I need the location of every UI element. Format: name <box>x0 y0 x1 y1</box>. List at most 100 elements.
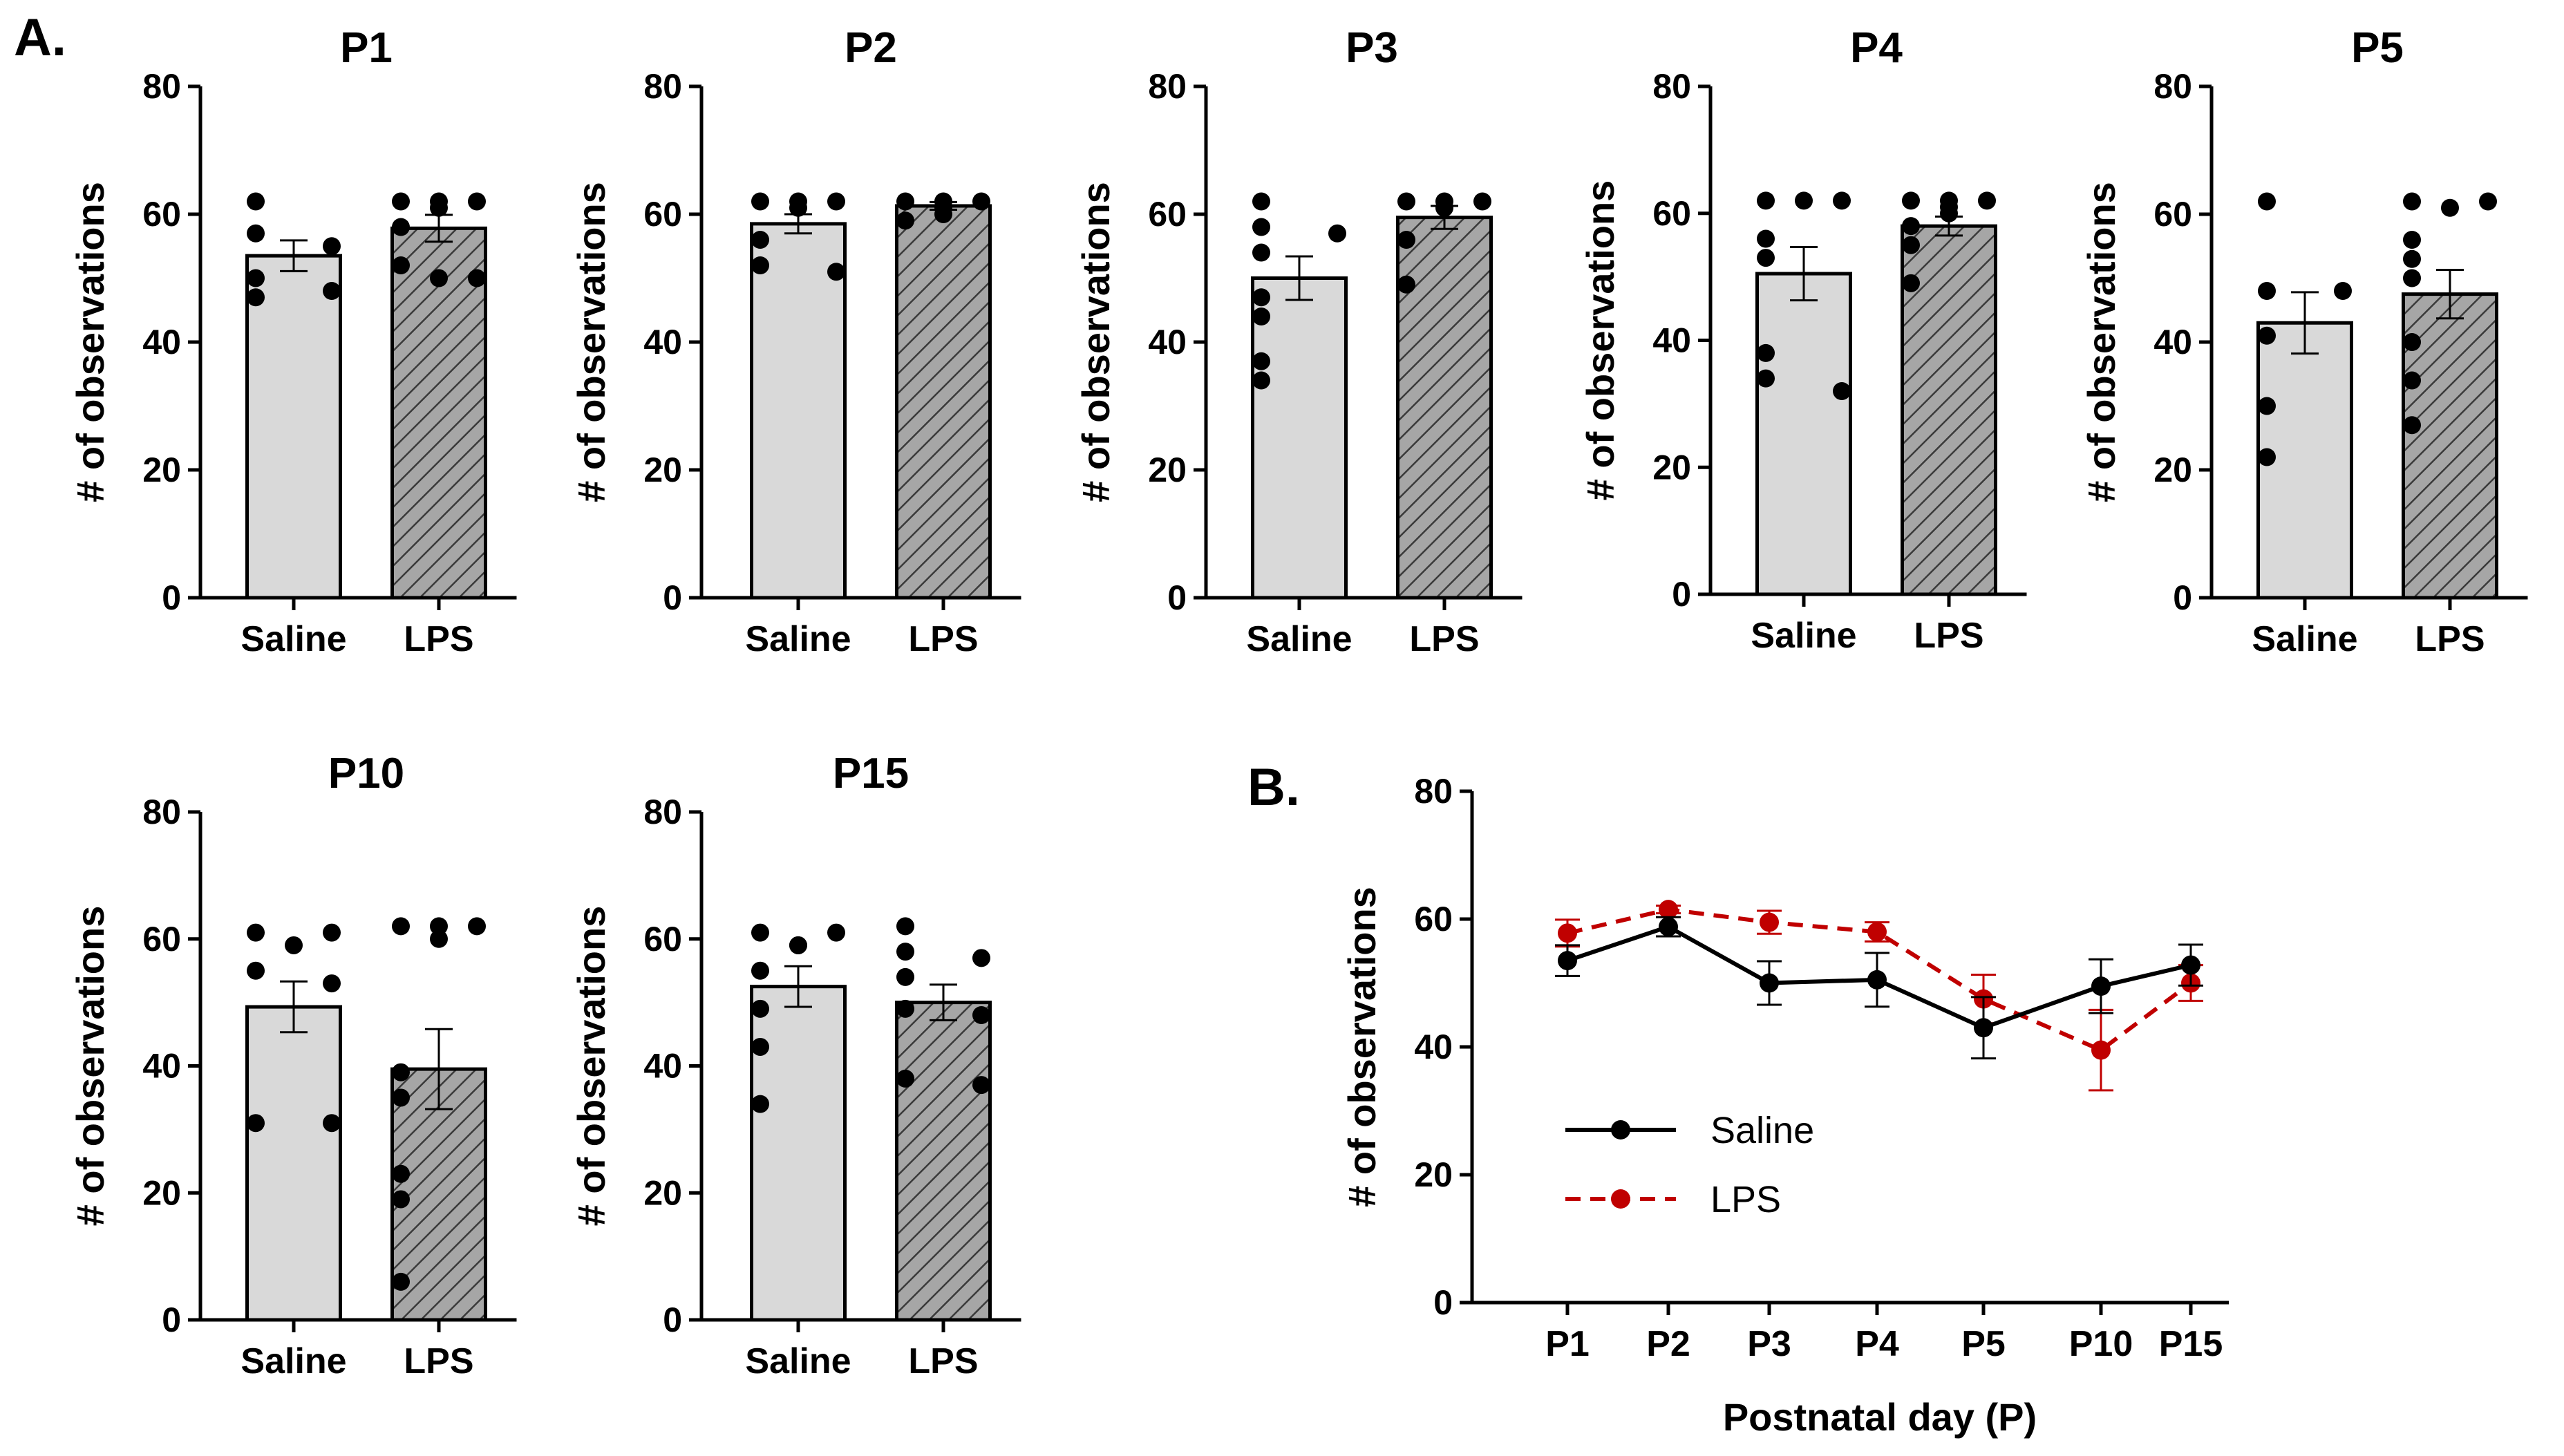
y-tick-label: 40 <box>643 323 682 361</box>
data-point <box>896 192 914 211</box>
data-point <box>1757 191 1775 210</box>
data-point <box>323 282 341 300</box>
legend: Saline LPS <box>1565 1110 1814 1220</box>
y-tick-label: 0 <box>162 1301 181 1339</box>
x-category-label: Saline <box>1751 616 1856 656</box>
y-tick-label: 60 <box>643 195 682 234</box>
x-category-label: LPS <box>908 619 978 659</box>
data-point <box>1252 308 1270 325</box>
data-point <box>247 288 265 307</box>
data-point <box>1974 1018 1993 1038</box>
data-point <box>1473 192 1491 211</box>
x-category-label: LPS <box>2415 619 2485 659</box>
data-point <box>827 263 845 281</box>
bar-saline <box>245 254 342 600</box>
bar-chart-p3: P3 0 20 40 60 80 # of observations Saline LPS <box>1074 24 1523 659</box>
data-point <box>2334 282 2352 300</box>
x-category-label: Saline <box>2252 619 2357 659</box>
data-point <box>972 1076 990 1095</box>
data-point <box>247 269 265 287</box>
y-axis-label: # of observations <box>1340 887 1384 1207</box>
data-point <box>392 917 410 936</box>
data-point <box>1902 217 1920 236</box>
data-point <box>392 1164 410 1183</box>
line-chart: 0 20 40 60 80 # of observations P1 P2 P3 P4 P5 P10 P… <box>1340 772 2229 1439</box>
y-tick-label: 20 <box>2153 451 2192 489</box>
data-point <box>2403 192 2421 211</box>
data-point <box>430 917 448 936</box>
y-tick-label: 40 <box>142 323 181 361</box>
bar-chart-p15: P15 0 20 40 60 80 # of observations Saline LPS <box>569 750 1021 1381</box>
y-tick-label: 0 <box>1433 1283 1453 1322</box>
data-point <box>1757 229 1775 248</box>
data-point <box>2403 333 2421 351</box>
data-point <box>896 211 914 230</box>
chart-title: P4 <box>1850 24 1903 72</box>
y-tick-label: 40 <box>1148 323 1187 361</box>
bar-lps <box>895 204 992 600</box>
data-point <box>2441 198 2459 217</box>
y-axis-label: # of observations <box>569 182 613 502</box>
data-point <box>392 256 410 274</box>
data-point <box>2091 976 2111 996</box>
y-tick-label: 40 <box>2153 323 2192 361</box>
y-tick-label: 60 <box>2153 195 2192 234</box>
y-tick-label: 0 <box>663 1301 682 1339</box>
bar-chart-p2: P2 0 20 40 60 80 # of observations Saline LPS <box>569 24 1021 659</box>
data-point <box>323 1114 341 1133</box>
data-point <box>827 192 845 211</box>
y-tick-label: 0 <box>162 578 181 617</box>
bar-lps <box>895 1001 992 1322</box>
y-tick-label: 40 <box>643 1047 682 1086</box>
data-point <box>1940 204 1958 223</box>
x-category-label: Saline <box>241 1341 346 1381</box>
x-category-label: P1 <box>1545 1324 1590 1364</box>
data-point <box>1833 191 1851 210</box>
data-point <box>468 917 486 936</box>
data-point <box>1558 951 1577 971</box>
y-tick-label: 0 <box>663 578 682 617</box>
data-point <box>430 269 448 287</box>
data-point <box>972 1006 990 1024</box>
data-point <box>1978 191 1996 210</box>
x-category-label: P10 <box>2069 1324 2133 1364</box>
y-tick-label: 0 <box>1672 575 1691 614</box>
data-point <box>789 936 807 954</box>
data-point <box>2091 1040 2111 1060</box>
data-point <box>1902 191 1920 210</box>
data-point <box>1252 218 1270 236</box>
y-tick-label: 20 <box>1652 448 1691 486</box>
data-point <box>468 269 486 287</box>
x-category-label: Saline <box>745 619 851 659</box>
y-tick-label: 80 <box>142 67 181 106</box>
data-point <box>323 237 341 256</box>
data-point <box>323 974 341 993</box>
data-point <box>896 967 914 986</box>
y-tick-label: 80 <box>142 793 181 831</box>
data-point <box>323 923 341 942</box>
bar-chart-p10: P10 0 20 40 60 80 # of observations Saline LPS <box>68 750 517 1381</box>
y-axis-label: # of observations <box>2080 182 2123 502</box>
bar-saline <box>750 222 847 600</box>
data-point <box>247 923 265 942</box>
data-point <box>1397 231 1415 249</box>
data-point <box>392 192 410 211</box>
chart-title: P3 <box>1346 24 1398 72</box>
data-point <box>1867 922 1887 942</box>
data-point <box>392 1272 410 1291</box>
chart-title: P15 <box>833 750 909 797</box>
legend-marker <box>1611 1120 1630 1140</box>
data-point <box>896 1069 914 1088</box>
y-tick-label: 80 <box>643 67 682 106</box>
y-tick-label: 40 <box>1414 1028 1453 1066</box>
y-tick-label: 20 <box>643 1173 682 1212</box>
data-point <box>1558 923 1577 943</box>
data-point <box>2403 231 2421 249</box>
data-point <box>1252 243 1270 262</box>
data-point <box>751 961 769 980</box>
x-category-label: Saline <box>745 1341 851 1381</box>
bar-lps <box>390 226 487 600</box>
x-category-label: Saline <box>1246 619 1352 659</box>
data-point <box>392 1063 410 1081</box>
